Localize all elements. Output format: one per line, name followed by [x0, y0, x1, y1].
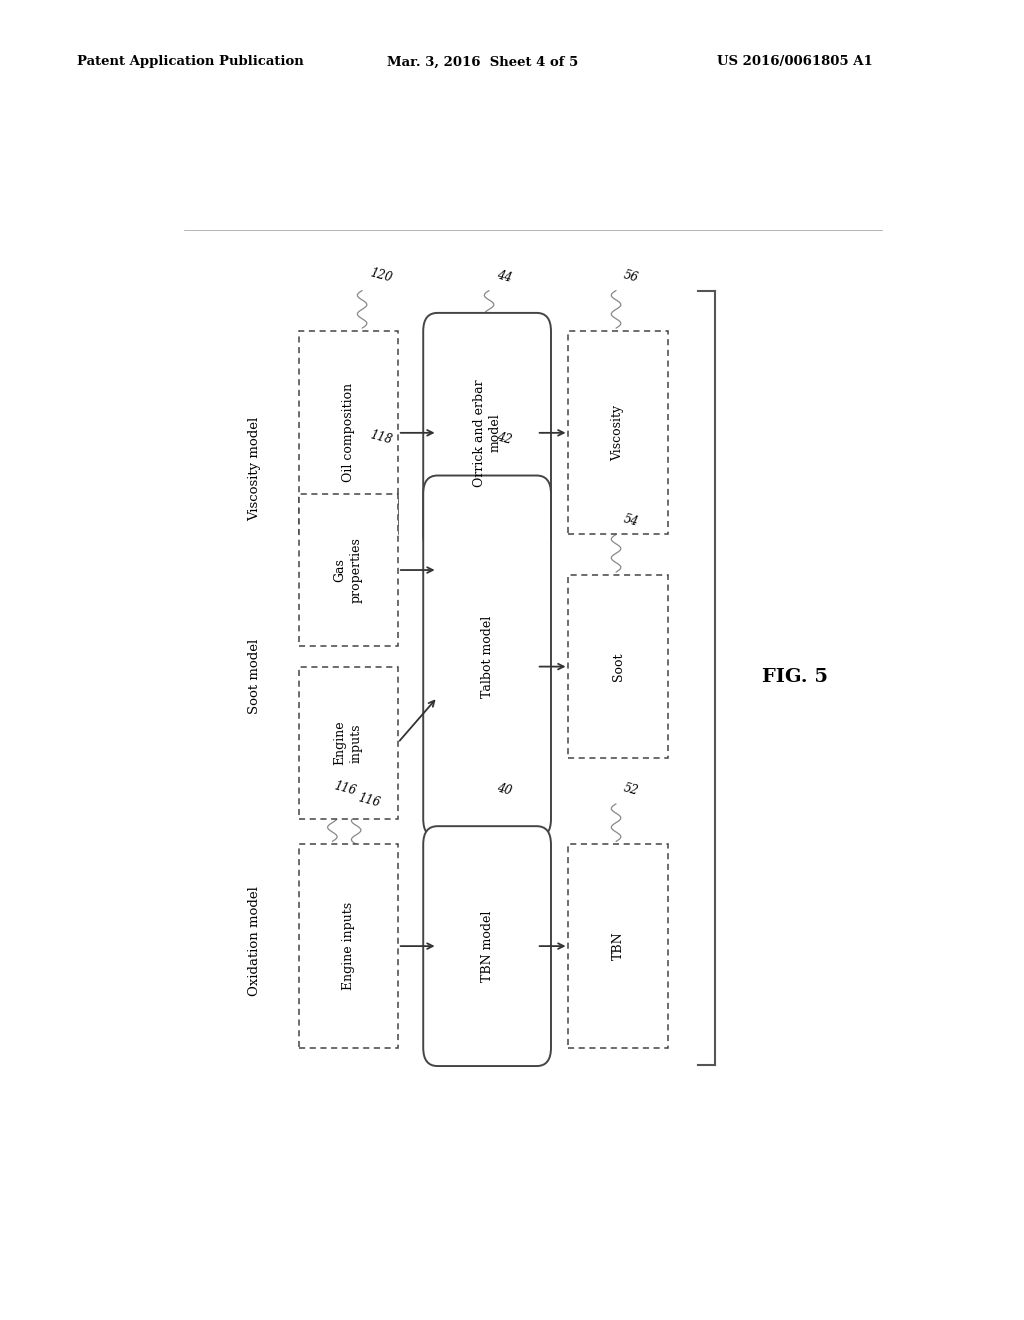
Text: Oxidation model: Oxidation model	[249, 886, 261, 997]
Text: 120: 120	[369, 267, 393, 284]
Text: 116: 116	[333, 779, 357, 797]
Text: Oil composition: Oil composition	[342, 383, 354, 482]
Text: 116: 116	[356, 792, 381, 810]
Text: Viscosity model: Viscosity model	[249, 416, 261, 520]
Text: Engine inputs: Engine inputs	[342, 902, 354, 990]
FancyBboxPatch shape	[299, 667, 397, 818]
FancyBboxPatch shape	[299, 494, 397, 647]
Text: 56: 56	[623, 268, 640, 284]
FancyBboxPatch shape	[423, 826, 551, 1067]
Text: Soot: Soot	[611, 652, 625, 681]
Text: Viscosity: Viscosity	[611, 405, 625, 461]
FancyBboxPatch shape	[423, 475, 551, 837]
FancyBboxPatch shape	[423, 313, 551, 553]
Text: Orrick and erbar
model: Orrick and erbar model	[473, 379, 502, 487]
Text: 40: 40	[496, 781, 513, 797]
Text: FIG. 5: FIG. 5	[762, 668, 827, 686]
Text: 54: 54	[623, 512, 640, 528]
FancyBboxPatch shape	[299, 331, 397, 535]
FancyBboxPatch shape	[568, 845, 668, 1048]
Text: Talbot model: Talbot model	[480, 615, 494, 697]
Text: Gas
properties: Gas properties	[334, 537, 362, 603]
Text: Soot model: Soot model	[249, 639, 261, 714]
Text: 118: 118	[369, 429, 393, 447]
Text: Mar. 3, 2016  Sheet 4 of 5: Mar. 3, 2016 Sheet 4 of 5	[387, 55, 579, 69]
FancyBboxPatch shape	[568, 331, 668, 535]
Text: 52: 52	[623, 781, 640, 797]
Text: Patent Application Publication: Patent Application Publication	[77, 55, 303, 69]
FancyBboxPatch shape	[568, 576, 668, 758]
Text: Engine
inputs: Engine inputs	[334, 721, 362, 766]
Text: TBN model: TBN model	[480, 911, 494, 982]
Text: 44: 44	[496, 268, 513, 284]
Text: TBN: TBN	[611, 932, 625, 961]
Text: 42: 42	[496, 430, 513, 447]
Text: US 2016/0061805 A1: US 2016/0061805 A1	[717, 55, 872, 69]
FancyBboxPatch shape	[299, 845, 397, 1048]
